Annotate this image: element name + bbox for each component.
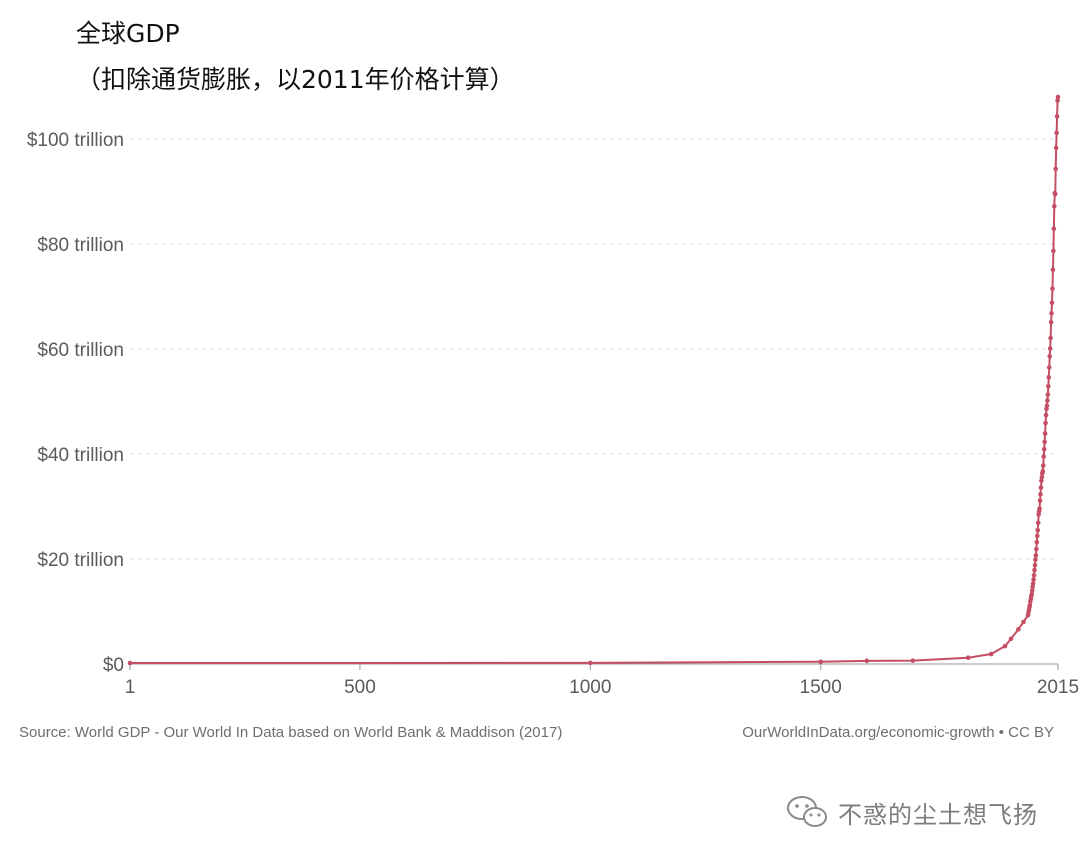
data-point (1043, 420, 1048, 426)
data-point (1016, 627, 1021, 632)
data-point (1042, 431, 1048, 436)
x-tick-label: 500 (344, 677, 376, 698)
data-point (1038, 492, 1043, 497)
data-point (1055, 94, 1061, 100)
watermark: 不惑的尘土想飞扬 (786, 792, 1038, 832)
data-point (1045, 392, 1051, 397)
data-point (1008, 636, 1014, 642)
data-point (1032, 567, 1037, 573)
x-tick-label: 2015 (1037, 677, 1079, 698)
chart-area: $0 $20 trillion $40 trillion $60 trillion $8… (27, 94, 1079, 698)
data-point (1039, 474, 1045, 480)
y-tick-label: $80 trillion (37, 235, 124, 256)
x-tick-label: 1 (125, 677, 136, 698)
data-point (1041, 454, 1047, 459)
data-point (1050, 286, 1055, 291)
data-point (1043, 412, 1049, 418)
credit-link[interactable]: OurWorldInData.org/economic-growth • CC … (742, 724, 1054, 741)
data-point (1046, 375, 1052, 380)
data-point (1027, 602, 1033, 608)
data-point (1053, 166, 1058, 172)
data-point (965, 655, 971, 660)
data-point (1002, 643, 1008, 649)
data-point (1029, 588, 1035, 593)
data-point (1040, 469, 1046, 474)
data-point (1031, 572, 1037, 578)
data-point (1046, 365, 1052, 370)
x-tick-label: 1000 (569, 677, 611, 698)
data-point (1035, 527, 1041, 533)
data-point (1041, 446, 1047, 452)
y-tick-label: $0 (103, 655, 124, 676)
data-point (910, 658, 916, 663)
data-point (864, 658, 870, 664)
data-point (1033, 553, 1039, 558)
data-point (1055, 98, 1060, 103)
data-point (1021, 619, 1026, 625)
y-tick-label: $20 trillion (37, 550, 124, 571)
data-point (1049, 311, 1054, 316)
data-point (1046, 383, 1051, 389)
grid-lines (130, 138, 1058, 560)
x-axis-ticks: 1 500 1000 1500 2015 (125, 663, 1079, 698)
data-point (127, 660, 133, 666)
source-note: Source: World GDP - Our World In Data ba… (19, 724, 563, 741)
data-point (988, 651, 994, 657)
data-point (1042, 439, 1047, 445)
data-point (1053, 145, 1059, 151)
series-layer (127, 94, 1061, 666)
x-tick-label: 1500 (800, 677, 842, 698)
data-point (1034, 539, 1040, 545)
y-tick-label: $40 trillion (37, 445, 124, 466)
data-point (1048, 319, 1054, 325)
data-point (1037, 506, 1042, 511)
data-point (1047, 346, 1053, 351)
chart-subtitle: （扣除通货膨胀，以2011年价格计算） (76, 65, 515, 94)
data-point (1051, 226, 1057, 232)
data-point (588, 660, 593, 666)
data-point (1049, 300, 1055, 306)
watermark-text: 不惑的尘土想飞扬 (838, 800, 1038, 829)
chart-title: 全球GDP (76, 19, 180, 48)
data-point (1040, 463, 1046, 468)
data-point (1035, 520, 1041, 526)
y-tick-label: $100 trillion (27, 130, 124, 151)
data-point (1050, 267, 1056, 273)
data-point (1047, 354, 1053, 359)
data-point (1034, 533, 1040, 539)
data-point (1052, 191, 1058, 197)
data-point (1045, 398, 1050, 403)
data-point (1029, 591, 1035, 597)
data-point (1033, 557, 1038, 562)
wechat-icon (787, 796, 827, 827)
data-point (1031, 577, 1036, 582)
data-point (818, 659, 824, 665)
y-axis-ticks: $0 $20 trillion $40 trillion $60 trillion $8… (27, 130, 124, 676)
data-point (1038, 485, 1044, 490)
data-point (1039, 478, 1044, 484)
data-point (1048, 335, 1053, 341)
y-tick-label: $60 trillion (37, 340, 124, 361)
series-line (129, 96, 1059, 665)
data-point (1054, 130, 1059, 135)
data-point (1037, 498, 1043, 504)
data-point (1032, 563, 1038, 568)
data-point (1052, 203, 1057, 209)
data-point (1054, 114, 1060, 119)
data-point (1034, 546, 1039, 552)
data-point (1051, 248, 1056, 254)
data-point (1044, 403, 1050, 409)
data-point (1030, 581, 1036, 586)
